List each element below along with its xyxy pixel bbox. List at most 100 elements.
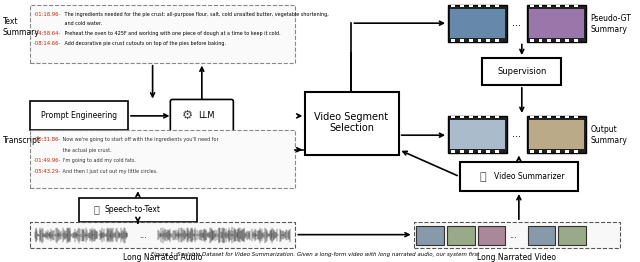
Text: Video Summarizer: Video Summarizer	[495, 172, 565, 181]
Text: Now we're going to start off with the ingredients you'll need for: Now we're going to start off with the in…	[61, 137, 219, 142]
FancyBboxPatch shape	[79, 198, 197, 222]
Text: -01:18.96-: -01:18.96-	[33, 12, 61, 17]
Text: -01:49.96-: -01:49.96-	[33, 158, 61, 163]
Text: ⚙: ⚙	[182, 109, 193, 122]
Bar	[574, 150, 578, 152]
FancyBboxPatch shape	[29, 5, 296, 63]
Text: Long Narrated Video: Long Narrated Video	[477, 253, 556, 262]
Text: and cold water.: and cold water.	[63, 21, 102, 26]
Text: 🔄: 🔄	[479, 172, 486, 182]
Text: Transcript: Transcript	[3, 135, 41, 145]
Text: The ingredients needed for the pie crust: all-purpose flour, salt, cold unsalted: The ingredients needed for the pie crust…	[63, 12, 329, 17]
Text: LLM: LLM	[198, 111, 215, 120]
Text: Pseudo-GT
Summary: Pseudo-GT Summary	[591, 14, 632, 34]
Bar	[528, 226, 556, 245]
Bar	[547, 39, 551, 41]
Bar	[495, 5, 499, 7]
Bar	[460, 116, 464, 118]
Text: Video Segment
Selection: Video Segment Selection	[314, 112, 388, 133]
Bar	[495, 116, 499, 118]
Bar	[486, 5, 490, 7]
FancyBboxPatch shape	[413, 222, 620, 248]
Bar	[468, 39, 472, 41]
Bar	[556, 150, 560, 152]
Text: I'm going to add my cold fats.: I'm going to add my cold fats.	[61, 158, 136, 163]
Bar	[448, 116, 507, 152]
Bar	[547, 150, 551, 152]
Bar	[486, 116, 490, 118]
Bar	[486, 39, 490, 41]
Text: Long Narrated Audio: Long Narrated Audio	[123, 253, 202, 262]
Bar	[477, 226, 505, 245]
Bar	[556, 39, 560, 41]
Bar	[460, 150, 464, 152]
Text: Figure 1: Scalable Dataset for Video Summarization. Given a long-form video with: Figure 1: Scalable Dataset for Video Sum…	[151, 252, 479, 257]
Bar	[460, 39, 464, 41]
Bar	[417, 226, 444, 245]
Bar	[477, 116, 481, 118]
Text: -05:43.29-: -05:43.29-	[33, 169, 61, 174]
Text: Add decorative pie crust cutouts on top of the pies before baking.: Add decorative pie crust cutouts on top …	[63, 41, 226, 46]
FancyBboxPatch shape	[170, 100, 234, 132]
FancyBboxPatch shape	[29, 130, 296, 188]
FancyBboxPatch shape	[29, 222, 296, 248]
Text: Text
Summary: Text Summary	[3, 17, 40, 37]
Text: -04:58.64-: -04:58.64-	[33, 31, 61, 36]
Text: 🎤: 🎤	[93, 205, 99, 215]
Bar	[451, 5, 455, 7]
Text: ...: ...	[509, 231, 517, 240]
Bar	[574, 5, 578, 7]
Bar	[495, 39, 499, 41]
Bar	[527, 116, 586, 152]
Text: ...: ...	[513, 18, 522, 28]
Bar	[451, 116, 455, 118]
Bar	[565, 150, 569, 152]
Bar	[447, 226, 475, 245]
Bar	[477, 5, 481, 7]
Bar	[565, 5, 569, 7]
Bar	[450, 120, 505, 149]
Bar	[460, 5, 464, 7]
Bar	[558, 226, 586, 245]
Bar	[468, 5, 472, 7]
FancyBboxPatch shape	[305, 92, 399, 155]
Bar	[538, 39, 543, 41]
Text: the actual pie crust.: the actual pie crust.	[61, 148, 111, 153]
Bar	[530, 150, 534, 152]
Bar	[477, 150, 481, 152]
Bar	[547, 5, 551, 7]
Text: ...: ...	[513, 129, 522, 139]
Text: Supervision: Supervision	[497, 67, 547, 76]
Bar	[574, 39, 578, 41]
Bar	[538, 5, 543, 7]
Text: -00:31.86-: -00:31.86-	[33, 137, 61, 142]
Text: And then I just cut out my little circles.: And then I just cut out my little circle…	[61, 169, 157, 174]
Bar	[529, 120, 584, 149]
Bar	[486, 150, 490, 152]
Bar	[529, 9, 584, 38]
Bar	[565, 116, 569, 118]
Bar	[574, 116, 578, 118]
Bar	[565, 39, 569, 41]
Bar	[451, 39, 455, 41]
Bar	[451, 150, 455, 152]
Bar	[468, 150, 472, 152]
Bar	[450, 9, 505, 38]
Text: Prompt Engineering: Prompt Engineering	[41, 111, 117, 120]
Bar	[530, 116, 534, 118]
Bar	[556, 116, 560, 118]
FancyBboxPatch shape	[483, 58, 561, 85]
Bar	[538, 116, 543, 118]
Bar	[495, 150, 499, 152]
FancyBboxPatch shape	[29, 101, 128, 130]
Text: Preheat the oven to 425F and working with one piece of dough at a time to keep i: Preheat the oven to 425F and working wit…	[63, 31, 280, 36]
Bar	[556, 5, 560, 7]
Bar	[530, 39, 534, 41]
Bar	[527, 5, 586, 41]
Text: Speech-to-Text: Speech-to-Text	[105, 205, 161, 214]
Bar	[547, 116, 551, 118]
Text: ...: ...	[139, 231, 147, 240]
Text: -08:14.66-: -08:14.66-	[33, 41, 61, 46]
Bar	[468, 116, 472, 118]
FancyBboxPatch shape	[460, 162, 578, 191]
